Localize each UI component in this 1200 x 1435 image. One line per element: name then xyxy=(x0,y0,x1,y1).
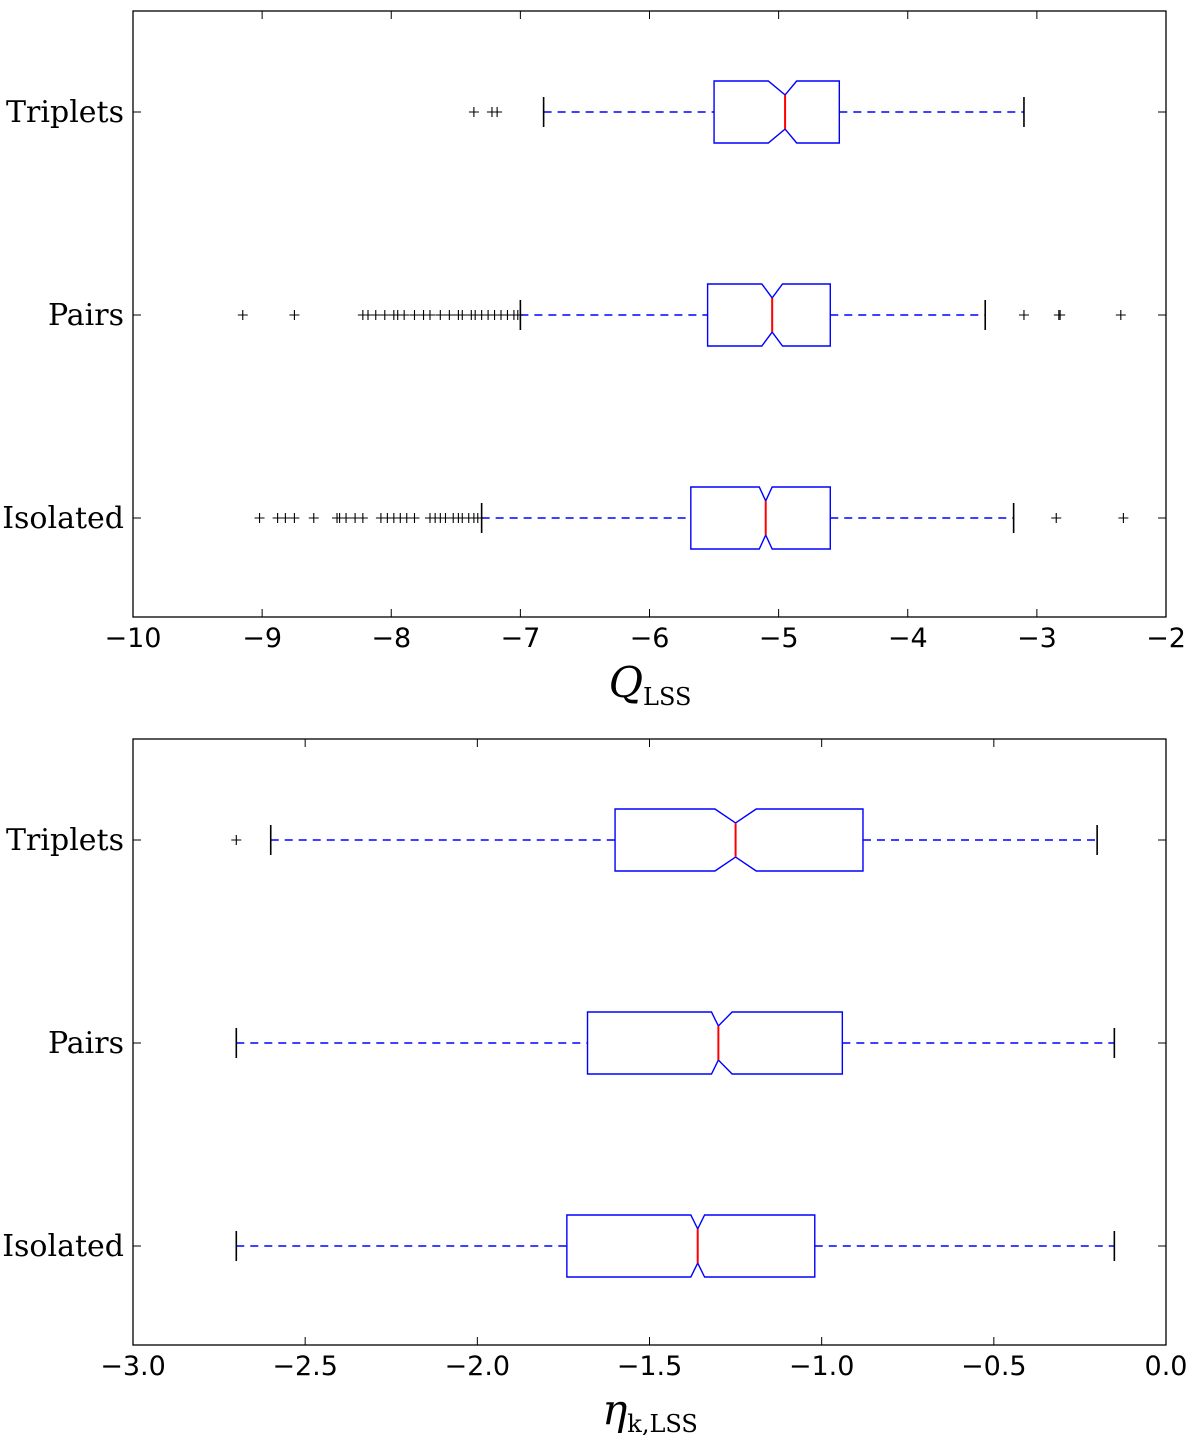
notched-box xyxy=(614,808,864,872)
x-axis-label-main: η xyxy=(602,1385,627,1434)
x-tick-label: −1.0 xyxy=(789,1351,855,1382)
outlier-point xyxy=(512,310,523,320)
outlier-point xyxy=(231,835,242,845)
x-axis-label: QLSS xyxy=(609,658,692,711)
outlier-point xyxy=(237,310,248,320)
outlier-point xyxy=(468,107,479,117)
outlier-point xyxy=(1018,310,1029,320)
x-tick-label: −4 xyxy=(888,623,928,654)
notched-box xyxy=(566,1214,816,1278)
outlier-point xyxy=(1115,310,1126,320)
x-tick-label: −1.5 xyxy=(617,1351,683,1382)
outlier-point xyxy=(444,310,455,320)
x-tick-label: −2 xyxy=(1146,623,1186,654)
notched-box xyxy=(690,486,831,550)
outlier-point xyxy=(1118,513,1129,523)
outlier-point xyxy=(1051,513,1062,523)
outlier-point xyxy=(254,513,265,523)
category-label-isolated: Isolated xyxy=(2,1229,124,1264)
outlier-point xyxy=(399,310,410,320)
outlier-point xyxy=(409,513,420,523)
axes-frame xyxy=(132,10,1167,618)
notched-box xyxy=(706,283,831,347)
outlier-point xyxy=(341,513,352,523)
x-axis-label-sub: k,LSS xyxy=(627,1410,698,1435)
outlier-point xyxy=(492,107,503,117)
notched-box xyxy=(586,1011,844,1075)
x-tick-label: −3.0 xyxy=(100,1351,166,1382)
notched-box xyxy=(713,80,841,144)
outlier-point xyxy=(424,310,435,320)
x-axis-label: ηk,LSS xyxy=(602,1385,698,1435)
category-label-isolated: Isolated xyxy=(2,501,124,536)
outlier-point xyxy=(1055,310,1066,320)
outlier-point xyxy=(409,310,420,320)
x-tick-label: −9 xyxy=(242,623,282,654)
outlier-point xyxy=(357,513,368,523)
outlier-point xyxy=(457,310,468,320)
q-lss-boxplot-panel: −10 −9 −8 −7 −6 −5 −4 −3 −2 Triplets Pairs Isolated… xyxy=(2,10,1186,711)
x-tick-label: −6 xyxy=(630,623,670,654)
category-label-pairs: Pairs xyxy=(48,298,124,333)
x-axis-label-main: Q xyxy=(609,658,643,707)
outlier-point xyxy=(280,513,291,523)
outlier-point xyxy=(289,310,300,320)
outlier-point xyxy=(472,513,483,523)
x-tick-label: −5 xyxy=(759,623,799,654)
category-label-triplets: Triplets xyxy=(6,823,124,858)
x-tick-label: −3 xyxy=(1017,623,1057,654)
x-tick-label: −2.5 xyxy=(272,1351,338,1382)
eta-k-lss-boxplot-panel: −3.0 −2.5 −2.0 −1.5 −1.0 −0.5 0.0 Triplets Pairs… xyxy=(2,738,1188,1435)
outlier-point xyxy=(435,310,446,320)
x-tick-label: −0.5 xyxy=(961,1351,1027,1382)
x-axis-label-sub: LSS xyxy=(643,683,691,711)
x-tick-label: −8 xyxy=(371,623,411,654)
category-label-pairs: Pairs xyxy=(48,1026,124,1061)
x-tick-label: 0.0 xyxy=(1145,1351,1188,1382)
outlier-point xyxy=(370,310,381,320)
outlier-point xyxy=(308,513,319,523)
x-tick-label: −10 xyxy=(105,623,162,654)
x-tick-label: −2.0 xyxy=(445,1351,511,1382)
outlier-point xyxy=(289,513,300,523)
outlier-point xyxy=(379,310,390,320)
x-tick-label: −7 xyxy=(500,623,540,654)
category-label-triplets: Triplets xyxy=(6,95,124,130)
